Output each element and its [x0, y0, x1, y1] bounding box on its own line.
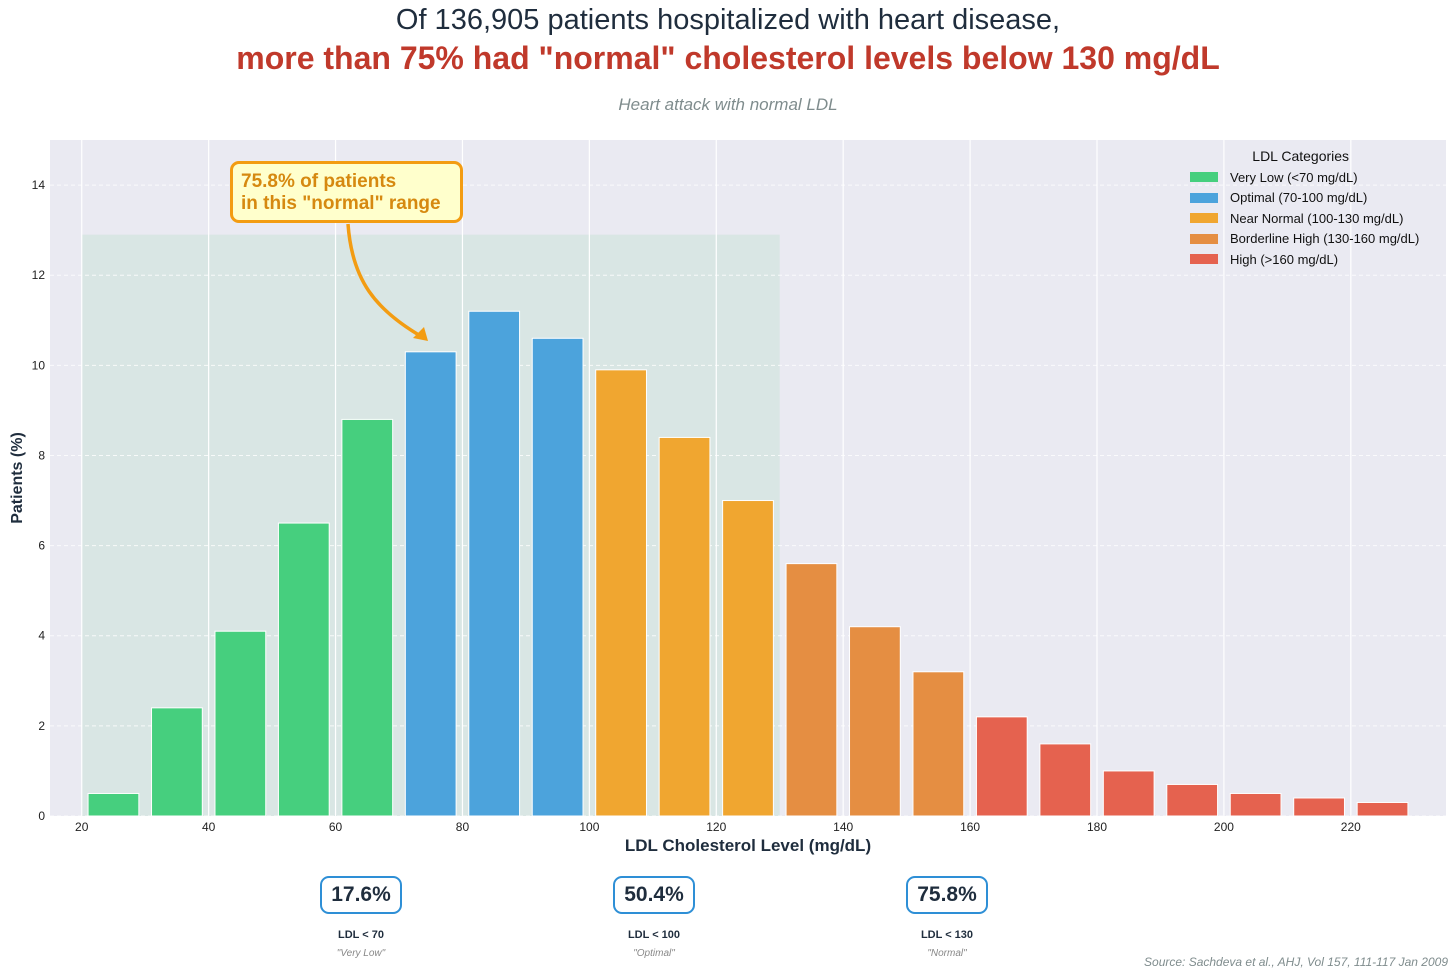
legend-swatch	[1190, 192, 1218, 203]
legend-label: Optimal (70-100 mg/dL)	[1230, 190, 1368, 206]
y-tick-label: 14	[32, 178, 46, 192]
bar	[1356, 801, 1409, 817]
title-line-1: Of 136,905 patients hospitalized with he…	[395, 4, 1061, 36]
y-tick-label: 4	[38, 629, 45, 643]
annotation-line-2: in this "normal" range	[241, 193, 441, 214]
x-tick-label: 20	[75, 820, 89, 834]
x-tick-label: 100	[579, 820, 599, 834]
legend-swatch	[1190, 172, 1218, 183]
legend: LDL Categories Very Low (<70 mg/dL) Opti…	[1182, 148, 1419, 270]
bar	[1166, 783, 1219, 817]
legend-label: Borderline High (130-160 mg/dL)	[1230, 231, 1420, 247]
annotation-arrow	[346, 223, 425, 340]
stat-ldl-100: 50.4% LDL < 100 "Optimal"	[554, 876, 754, 959]
stat-quote: "Very Low"	[336, 948, 386, 959]
legend-label: Very Low (<70 mg/dL)	[1230, 169, 1358, 185]
bar	[1102, 770, 1155, 817]
bar	[595, 369, 647, 817]
x-tick-label: 200	[1214, 820, 1234, 834]
legend-swatch	[1190, 254, 1218, 265]
x-tick-label: 60	[329, 820, 343, 834]
stat-value: 50.4%	[613, 876, 695, 914]
bar	[1229, 792, 1282, 817]
bar	[785, 563, 838, 817]
y-tick-label: 10	[32, 358, 46, 372]
title-line-2: more than 75% had "normal" cholesterol l…	[236, 40, 1220, 76]
bar	[722, 500, 774, 817]
x-tick-label: 40	[202, 820, 216, 834]
stat-ldl-70: 17.6% LDL < 70 "Very Low"	[261, 876, 461, 959]
bar	[975, 716, 1028, 817]
legend-item: Optimal (70-100 mg/dL)	[1182, 188, 1419, 209]
subtitle: Heart attack with normal LDL	[618, 95, 838, 114]
legend-swatch	[1190, 213, 1218, 224]
legend-label: Near Normal (100-130 mg/dL)	[1230, 210, 1404, 226]
legend-item: Near Normal (100-130 mg/dL)	[1182, 208, 1419, 229]
bar	[151, 707, 203, 817]
arrow-head-icon	[413, 327, 428, 341]
y-tick-label: 2	[38, 719, 45, 733]
stat-ldl-130: 75.8% LDL < 130 "Normal"	[847, 876, 1047, 959]
legend-title: LDL Categories	[1252, 148, 1350, 164]
source-note: Source: Sachdeva et al., AHJ, Vol 157, 1…	[1144, 955, 1448, 969]
bar	[912, 671, 965, 817]
x-tick-label: 80	[456, 820, 470, 834]
legend-item: High (>160 mg/dL)	[1182, 249, 1419, 270]
x-tick-label: 220	[1341, 820, 1361, 834]
x-tick-label: 180	[1087, 820, 1107, 834]
bar	[1039, 743, 1092, 817]
annotation-box: 75.8% of patients in this "normal" range	[230, 161, 463, 223]
stat-value: 75.8%	[906, 876, 988, 914]
bar	[404, 351, 457, 817]
x-axis-label: LDL Cholesterol Level (mg/dL)	[625, 836, 871, 855]
bar	[214, 630, 267, 817]
bar	[531, 337, 584, 817]
stat-quote: "Normal"	[927, 948, 967, 959]
x-tick-label: 140	[833, 820, 853, 834]
y-axis-label: Patients (%)	[9, 432, 26, 524]
legend-label: High (>160 mg/dL)	[1230, 251, 1339, 267]
bar	[87, 792, 140, 817]
x-tick-label: 120	[706, 820, 726, 834]
y-tick-label: 0	[38, 809, 45, 823]
bar	[849, 626, 901, 817]
bar	[658, 436, 711, 817]
stat-label: LDL < 100	[627, 929, 681, 941]
stat-quote: "Optimal"	[633, 948, 675, 959]
legend-item: Borderline High (130-160 mg/dL)	[1182, 229, 1419, 250]
stat-label: LDL < 130	[920, 929, 974, 941]
stat-label: LDL < 70	[338, 929, 384, 941]
bar	[468, 310, 521, 817]
x-tick-label: 160	[960, 820, 980, 834]
annotation-line-1: 75.8% of patients	[241, 171, 397, 192]
stat-value: 17.6%	[320, 876, 402, 914]
y-tick-label: 12	[32, 268, 46, 282]
bar	[341, 418, 394, 817]
legend-swatch	[1190, 233, 1218, 244]
y-tick-label: 6	[38, 539, 45, 553]
bar	[1293, 797, 1345, 817]
bar	[277, 522, 330, 817]
y-tick-label: 8	[38, 448, 45, 462]
legend-item: Very Low (<70 mg/dL)	[1182, 167, 1419, 188]
